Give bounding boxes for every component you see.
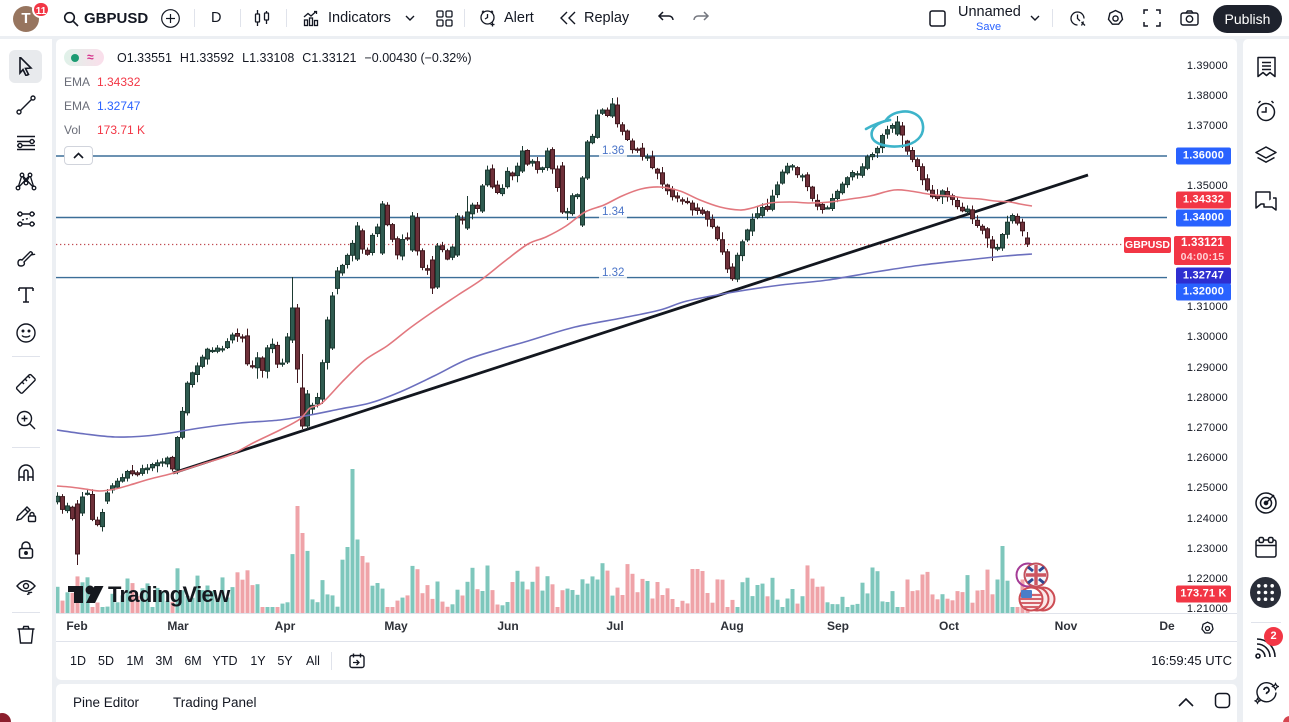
svg-text:1.32: 1.32 bbox=[602, 267, 624, 279]
svg-text:TradingView: TradingView bbox=[108, 582, 231, 607]
svg-text:1.36: 1.36 bbox=[602, 145, 624, 157]
svg-text:1.34: 1.34 bbox=[602, 206, 625, 218]
